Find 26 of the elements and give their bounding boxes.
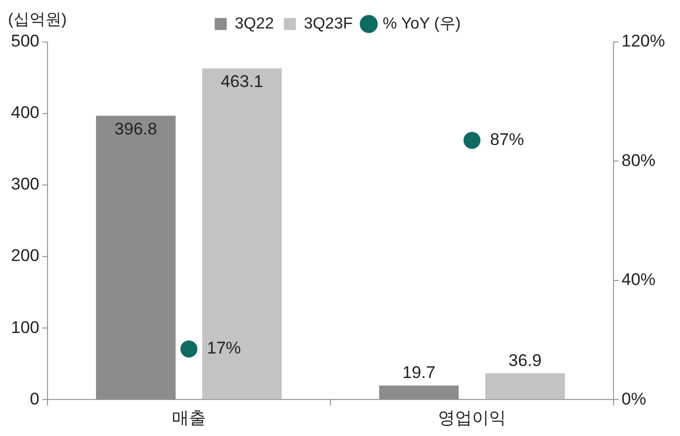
y2-tick-label: 120% xyxy=(622,32,666,51)
y-tick-label: 400 xyxy=(10,103,40,122)
data-label: 396.8 xyxy=(114,119,158,138)
y2-tick-label: 80% xyxy=(622,150,656,170)
y-tick-label: 300 xyxy=(10,174,40,194)
legend-label: 3Q22 xyxy=(234,15,274,32)
legend-label: 3Q23F xyxy=(304,15,353,32)
data-label: 463.1 xyxy=(220,72,264,92)
bar xyxy=(96,116,176,400)
bar xyxy=(485,373,565,400)
y-tick-label: 0 xyxy=(30,389,40,408)
x-tick-label: 영업이익 xyxy=(438,408,506,428)
x-tick-label: 매출 xyxy=(172,408,206,428)
data-label: 36.9 xyxy=(508,350,542,370)
data-label: 87% xyxy=(490,130,524,150)
y-axis-title: (십억원) xyxy=(8,11,67,28)
y-tick-label: 100 xyxy=(10,318,40,337)
y2-tick-label: 40% xyxy=(622,270,656,290)
bar xyxy=(379,386,459,400)
y-tick-label: 500 xyxy=(10,32,40,51)
y2-tick-label: 0% xyxy=(622,389,646,408)
y-tick-label: 200 xyxy=(10,246,40,266)
legend-label: % YoY (우) xyxy=(382,15,461,32)
data-label: 17% xyxy=(206,338,241,358)
bar xyxy=(202,68,282,400)
data-label: 19.7 xyxy=(402,363,436,382)
